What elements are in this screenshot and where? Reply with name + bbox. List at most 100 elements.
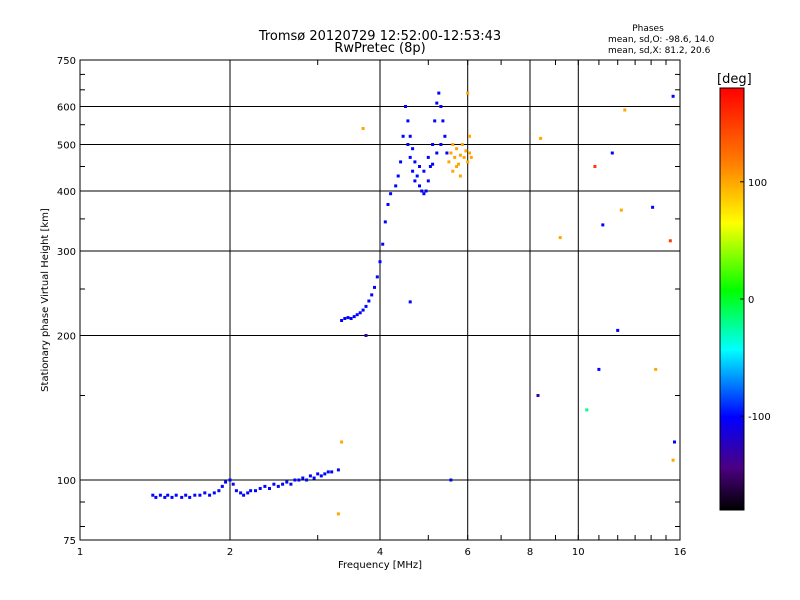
data-point [340, 319, 344, 322]
data-point [424, 189, 428, 193]
data-point [408, 134, 412, 138]
data-point [651, 205, 655, 209]
data-point [539, 136, 543, 140]
data-point [208, 493, 212, 497]
y-tick-label: 500 [57, 141, 76, 152]
data-point [433, 119, 437, 123]
y-tick-label: 200 [57, 332, 76, 343]
data-point [431, 143, 435, 146]
data-point [449, 151, 453, 155]
data-point [389, 192, 393, 196]
data-point [349, 317, 353, 320]
data-point [326, 470, 330, 474]
data-point [422, 169, 426, 173]
data-point [246, 491, 250, 495]
data-point [340, 440, 344, 444]
data-point [285, 480, 289, 484]
data-point [673, 440, 676, 444]
data-point [668, 239, 672, 243]
data-point [445, 151, 449, 155]
data-point [458, 174, 462, 178]
data-point [435, 101, 439, 105]
data-point [166, 493, 170, 497]
data-point [404, 105, 407, 108]
data-point [220, 484, 224, 488]
data-point [361, 308, 365, 312]
data-point [370, 293, 374, 297]
colorbar-tick-label: 100 [748, 178, 767, 189]
data-point [439, 105, 443, 108]
data-point [616, 328, 620, 332]
x-tick-label: 10 [572, 547, 585, 558]
y-tick-label: 75 [63, 536, 76, 547]
data-point [610, 151, 614, 155]
data-point [180, 495, 184, 499]
data-point [406, 119, 410, 123]
grid-lines [80, 60, 680, 540]
data-point [460, 143, 464, 146]
data-point [457, 162, 460, 166]
data-point [420, 189, 424, 193]
data-point [316, 472, 320, 476]
chart-subtitle: RwPretec (8p) [334, 41, 425, 56]
y-tick-label: 750 [57, 56, 76, 67]
data-point [619, 208, 623, 212]
data-point [386, 203, 390, 206]
data-point [263, 484, 267, 488]
data-point [154, 495, 158, 499]
data-point [396, 174, 400, 178]
y-tick-label: 400 [57, 187, 76, 198]
data-point [451, 143, 455, 146]
data-point [355, 313, 359, 317]
data-point [258, 487, 262, 490]
data-point [231, 482, 235, 486]
data-point [184, 493, 188, 497]
data-point [203, 491, 207, 495]
data-point [375, 275, 379, 279]
data-point [170, 495, 174, 499]
x-tick-label: 16 [674, 547, 687, 558]
x-tick-label: 6 [465, 547, 471, 558]
data-point [188, 495, 192, 499]
data-point [593, 165, 597, 168]
data-point [671, 94, 675, 98]
chart-title: Tromsø 20120729 12:52:00-12:53:43 [258, 29, 501, 44]
data-point [466, 91, 470, 95]
y-axis-label: Stationary phase Virtual Height [km] [40, 208, 51, 392]
stats-title: Phases [632, 24, 664, 34]
data-point [558, 236, 562, 240]
data-point [346, 316, 350, 320]
data-point [272, 482, 276, 486]
stats-line-o: mean, sd,O: -98.6, 14.0 [608, 35, 715, 45]
x-tick-label: 1 [77, 547, 83, 558]
y-tick-label: 600 [57, 103, 76, 114]
data-point [439, 143, 443, 146]
data-point [418, 184, 421, 188]
data-point [319, 474, 323, 478]
data-point [224, 480, 228, 484]
data-point [435, 151, 439, 155]
data-point [468, 134, 471, 138]
y-axis: 75 100 200 300 400 500 600 750 [57, 56, 680, 547]
stats-line-x: mean, sd,X: 81.2, 20.6 [608, 46, 711, 56]
data-point [242, 493, 246, 497]
data-point [654, 367, 658, 371]
data-point [411, 169, 415, 173]
data-point [623, 108, 627, 112]
data-point [249, 489, 253, 493]
data-point [455, 147, 459, 151]
data-point [336, 468, 340, 472]
data-point [597, 367, 601, 371]
data-point [422, 192, 426, 196]
data-point [336, 512, 340, 516]
data-point [443, 134, 447, 138]
data-point [399, 160, 403, 164]
data-point [413, 160, 417, 164]
data-point [293, 478, 297, 482]
data-point [451, 169, 455, 173]
colorbar-tick-label: 0 [748, 295, 754, 306]
data-points [151, 91, 676, 516]
data-point [254, 489, 257, 493]
data-point [381, 242, 385, 246]
